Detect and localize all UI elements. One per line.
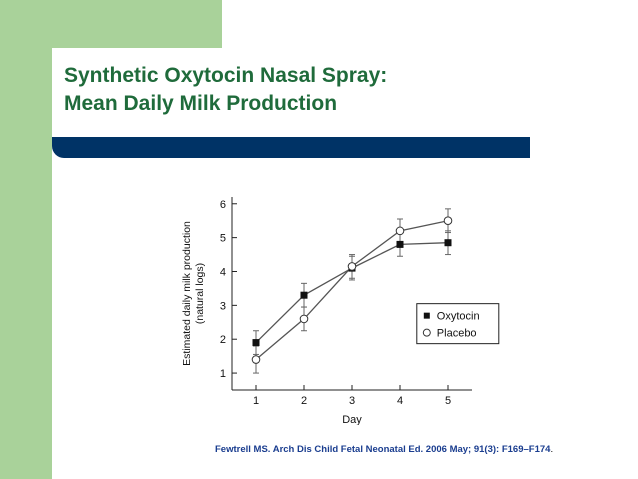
- citation-text: Fewtrell MS. Arch Dis Child Fetal Neonat…: [215, 444, 551, 455]
- slide-title: Synthetic Oxytocin Nasal Spray: Mean Dai…: [64, 62, 604, 118]
- slide-title-line-2: Mean Daily Milk Production: [64, 92, 338, 115]
- legend-marker-oxytocin: [423, 312, 430, 319]
- x-axis-label: Day: [342, 414, 362, 425]
- y-tick-label: 4: [220, 266, 226, 278]
- data-point-placebo: [347, 262, 357, 271]
- series-layer: [251, 208, 453, 374]
- data-point-placebo: [299, 314, 309, 324]
- legend-label-oxytocin: Oxytocin: [437, 311, 480, 323]
- slide-title-line-1: Synthetic Oxytocin Nasal Spray:: [64, 64, 388, 87]
- legend-marker-placebo: [422, 328, 431, 337]
- x-tick-label: 4: [397, 395, 403, 407]
- y-ticks: 1 2 3 4 5 6: [220, 199, 237, 380]
- x-ticks: 1 2 3 4 5: [253, 385, 451, 407]
- x-tick-label: 2: [301, 395, 307, 407]
- y-axis-label-group: Estimated daily milk production (natural…: [181, 221, 206, 366]
- citation-period: .: [550, 444, 554, 455]
- data-point-oxytocin: [252, 339, 260, 347]
- legend-box: [416, 303, 500, 345]
- title-divider-bar: [52, 137, 530, 158]
- chart-svg: 1 2 3 4 5 6 1 2 3 4 5 Day Estimated daily milk pr…: [181, 197, 500, 425]
- citation: Fewtrell MS. Arch Dis Child Fetal Neonat…: [215, 444, 553, 455]
- data-point-placebo: [251, 355, 261, 364]
- y-tick-label: 1: [220, 368, 226, 380]
- decorative-top-block: [0, 0, 222, 48]
- data-point-oxytocin: [300, 291, 308, 299]
- y-tick-label: 6: [220, 199, 226, 211]
- x-tick-label: 3: [349, 395, 355, 407]
- y-tick-label: 2: [220, 334, 226, 346]
- y-axis-label-line-2: (natural logs): [194, 263, 206, 324]
- decorative-side-bar: [0, 48, 52, 479]
- chart-legend: Oxytocin Placebo: [416, 303, 500, 345]
- data-point-oxytocin: [444, 239, 452, 247]
- milk-production-chart: 1 2 3 4 5 6 1 2 3 4 5 Day Estimated daily milk pr…: [172, 185, 512, 425]
- y-tick-label: 3: [220, 300, 226, 312]
- data-point-placebo: [443, 216, 453, 226]
- x-tick-label: 1: [253, 395, 259, 407]
- data-point-oxytocin: [396, 240, 404, 248]
- legend-label-placebo: Placebo: [437, 328, 477, 340]
- data-point-placebo: [395, 226, 405, 236]
- y-tick-label: 5: [220, 233, 226, 245]
- y-axis-label-line-1: Estimated daily milk production: [181, 221, 193, 366]
- x-tick-label: 5: [445, 395, 451, 407]
